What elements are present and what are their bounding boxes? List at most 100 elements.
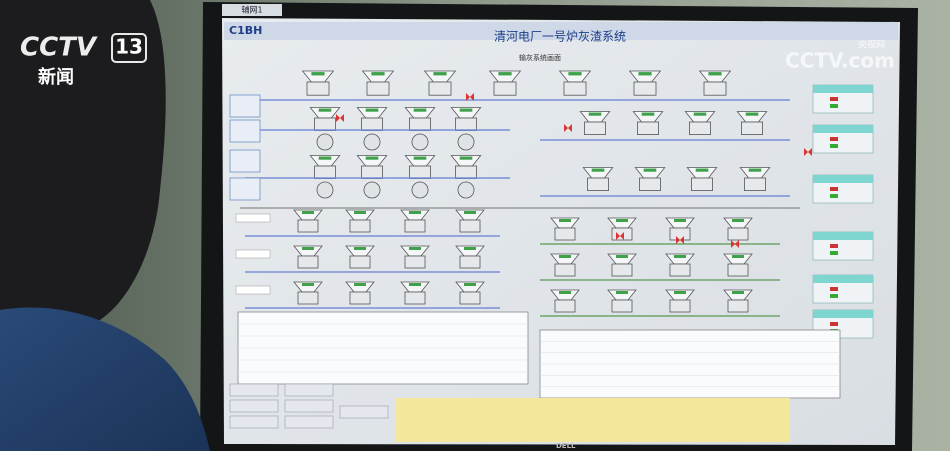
hopper-indicator: [568, 72, 582, 76]
status-led: [830, 137, 838, 141]
hopper-body: [409, 165, 431, 180]
status-led: [830, 244, 838, 248]
valve: [676, 236, 684, 244]
pump: [316, 181, 334, 199]
hopper-indicator: [409, 247, 421, 250]
hopper-body: [727, 263, 749, 277]
watermark-cn: 央视网: [858, 39, 885, 51]
hopper-indicator: [591, 168, 605, 172]
hopper-body: [349, 219, 371, 233]
pump: [411, 181, 429, 199]
hopper-indicator: [674, 219, 686, 222]
hopper-indicator: [409, 283, 421, 286]
hopper-body: [669, 263, 691, 277]
channel-logo: CCTV 13 新闻: [20, 33, 147, 88]
button: [229, 383, 279, 397]
status-header: [813, 232, 873, 240]
status-led: [830, 104, 838, 108]
hopper-indicator: [365, 156, 379, 160]
hopper-indicator: [708, 72, 722, 76]
hopper-body: [584, 121, 606, 136]
hopper-body: [366, 81, 390, 96]
hopper-body: [669, 299, 691, 313]
hopper-indicator: [302, 283, 314, 286]
label-box: [235, 249, 271, 259]
valve: [731, 240, 739, 248]
hopper-indicator: [616, 219, 628, 222]
hopper-body: [314, 165, 336, 180]
hopper-indicator: [559, 219, 571, 222]
tab-label: 辅网1: [241, 5, 262, 15]
hopper-indicator: [748, 168, 762, 172]
hopper-body: [493, 81, 517, 96]
hopper-body: [741, 121, 763, 136]
pump: [457, 181, 475, 199]
hopper-indicator: [311, 72, 325, 76]
hopper-indicator: [354, 211, 366, 214]
hopper-indicator: [616, 291, 628, 294]
button: [284, 415, 334, 429]
button: [339, 405, 389, 419]
hopper-indicator: [318, 108, 332, 112]
hopper-indicator: [616, 255, 628, 258]
hopper-body: [455, 117, 477, 132]
hopper-body: [349, 255, 371, 269]
hopper-body: [349, 291, 371, 305]
hopper-indicator: [409, 211, 421, 214]
monitor-brand: DELL: [556, 442, 576, 450]
valve: [616, 232, 624, 240]
status-led: [830, 194, 838, 198]
hopper-body: [459, 219, 481, 233]
hopper-body: [404, 291, 426, 305]
status-header: [813, 85, 873, 93]
hopper-indicator: [464, 247, 476, 250]
hopper-indicator: [302, 247, 314, 250]
hopper-indicator: [638, 72, 652, 76]
hopper-indicator: [459, 108, 473, 112]
valve: [466, 93, 474, 101]
hopper-indicator: [318, 156, 332, 160]
hopper-indicator: [641, 112, 655, 116]
hopper-indicator: [674, 255, 686, 258]
status-led: [830, 144, 838, 148]
logo-number: 13: [115, 35, 143, 59]
hopper-body: [361, 165, 383, 180]
hopper-indicator: [413, 108, 427, 112]
hopper-body: [611, 263, 633, 277]
valve: [336, 114, 344, 122]
pump: [363, 181, 381, 199]
logo-program: 新闻: [38, 66, 74, 88]
hopper-body: [297, 291, 319, 305]
hopper-indicator: [464, 283, 476, 286]
hopper-indicator: [588, 112, 602, 116]
status-led: [830, 287, 838, 291]
hopper-body: [361, 117, 383, 132]
hopper-indicator: [732, 219, 744, 222]
hopper-body: [459, 291, 481, 305]
status-led: [830, 97, 838, 101]
button: [284, 399, 334, 413]
hopper-body: [611, 299, 633, 313]
alarm-panel: [395, 398, 790, 442]
hopper-body: [691, 177, 713, 192]
hopper-indicator: [674, 291, 686, 294]
hopper-body: [404, 255, 426, 269]
status-header: [813, 125, 873, 133]
control-box: [229, 177, 261, 201]
person-shirt: [0, 307, 210, 451]
hopper-indicator: [413, 156, 427, 160]
button: [284, 383, 334, 397]
tab: [222, 4, 282, 16]
hopper-body: [689, 121, 711, 136]
hopper-body: [554, 227, 576, 241]
valve: [804, 148, 812, 156]
status-led: [830, 322, 838, 326]
hopper-indicator: [643, 168, 657, 172]
hopper-body: [669, 227, 691, 241]
status-led: [830, 294, 838, 298]
hopper-body: [587, 177, 609, 192]
pump: [457, 133, 475, 151]
hopper-indicator: [302, 211, 314, 214]
hopper-indicator: [498, 72, 512, 76]
